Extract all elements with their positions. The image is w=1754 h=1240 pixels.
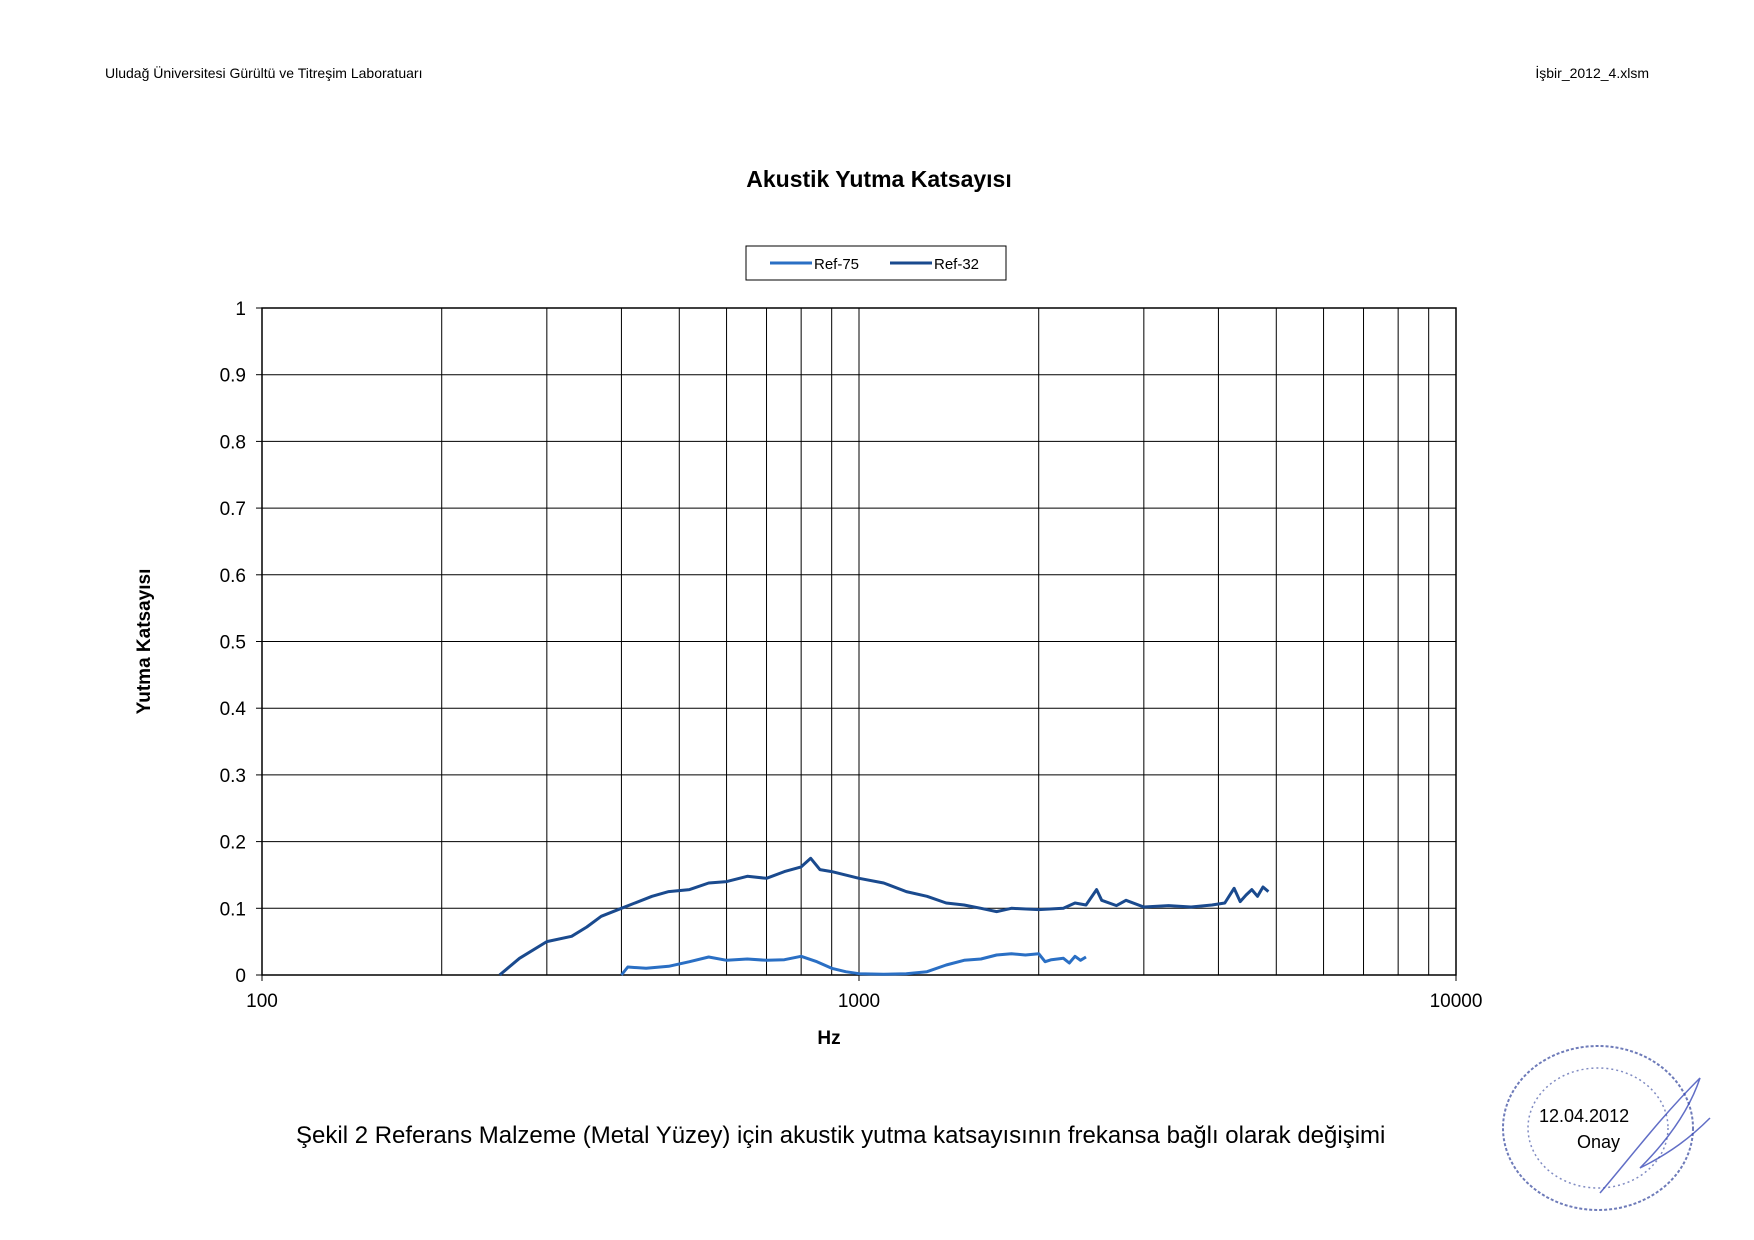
y-tick-label: 0.8 (220, 432, 246, 453)
approval-stamp (1502, 1045, 1711, 1211)
x-tick-label: 100 (246, 991, 278, 1012)
y-tick-label: 0.2 (220, 833, 246, 854)
y-tick-label: 0.6 (220, 566, 246, 587)
x-tick-label: 1000 (838, 991, 880, 1012)
x-tick-label: 10000 (1430, 991, 1483, 1012)
legend-label-ref-75: Ref-75 (814, 256, 859, 273)
y-tick-label: 0.1 (220, 899, 246, 920)
y-tick-label: 0.7 (220, 499, 246, 520)
x-axis-label: Hz (817, 1028, 840, 1049)
y-tick-label: 0.9 (220, 366, 246, 387)
y-tick-label: 0.5 (220, 633, 246, 654)
chart-title: Akustik Yutma Katsayısı (746, 166, 1011, 192)
figure-caption: Şekil 2 Referans Malzeme (Metal Yüzey) i… (296, 1122, 1386, 1149)
y-tick-label: 0 (235, 966, 246, 987)
header-lab-name: Uludağ Üniversitesi Gürültü ve Titreşim … (105, 65, 423, 81)
y-axis-label: Yutma Katsayısı (134, 569, 155, 715)
legend-label-ref-32: Ref-32 (934, 256, 979, 273)
header-file-name: İşbir_2012_4.xlsm (1535, 65, 1649, 81)
series-line-ref-32 (498, 856, 1270, 977)
stamp-label: Onay (1577, 1132, 1621, 1152)
y-tick-label: 1 (235, 299, 246, 320)
stamp-date: 12.04.2012 (1539, 1106, 1630, 1126)
y-tick-label: 0.4 (220, 699, 247, 720)
y-tick-label: 0.3 (220, 766, 246, 787)
series-line-ref-75 (620, 952, 1087, 976)
